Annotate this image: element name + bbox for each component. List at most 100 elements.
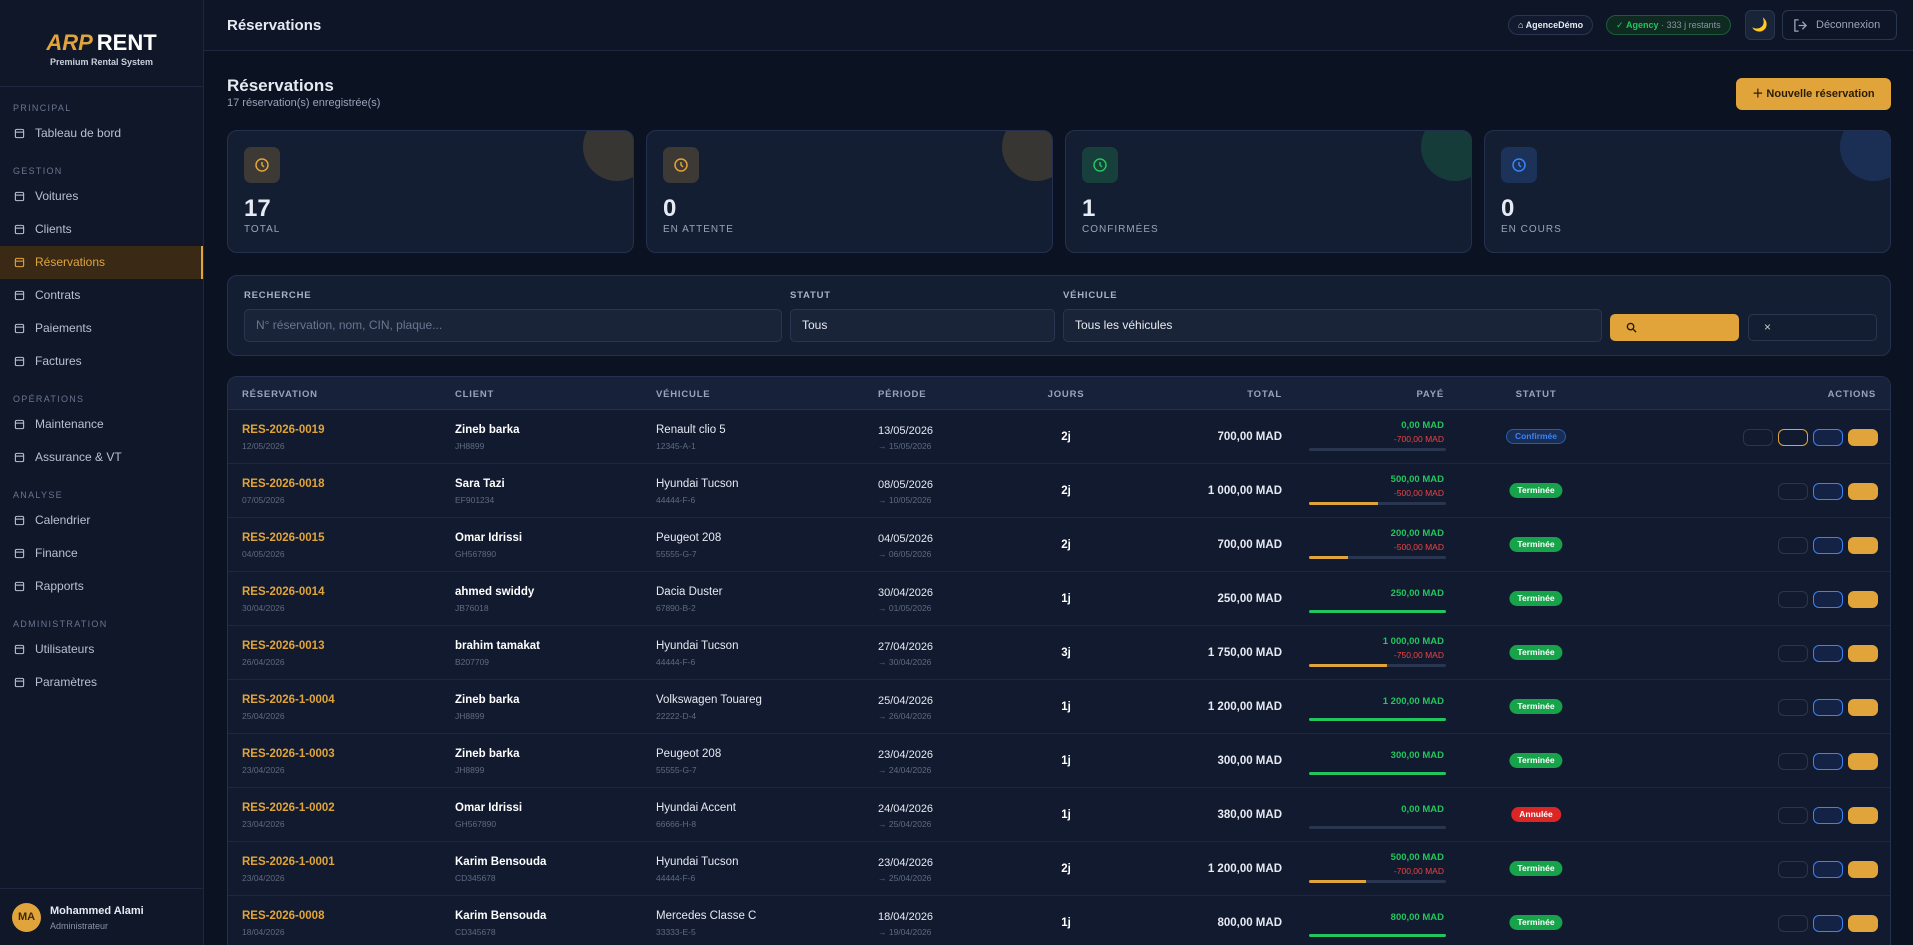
reservation-date: 30/04/2026: [242, 603, 285, 613]
stat-value: 0: [1501, 195, 1515, 222]
days: 1j: [1061, 755, 1071, 767]
plan: Agency: [1626, 20, 1659, 30]
stat-deco: [1840, 131, 1890, 181]
action-button[interactable]: [1848, 915, 1878, 932]
reservation-id: RES-2026-0019: [242, 424, 325, 436]
search-input[interactable]: N° réservation, nom, CIN, plaque...: [244, 309, 782, 342]
action-button[interactable]: [1778, 807, 1808, 824]
period-start: 08/05/2026: [878, 479, 934, 491]
action-button[interactable]: [1778, 483, 1808, 500]
action-button[interactable]: [1848, 429, 1878, 446]
status-select[interactable]: Tous: [790, 309, 1055, 342]
client-cin: GH567890: [455, 549, 497, 559]
reservation-date: 26/04/2026: [242, 657, 285, 667]
action-button[interactable]: [1848, 645, 1878, 662]
nav-item[interactable]: Utilisateurs: [0, 633, 203, 666]
vehicle-label: VÉHICULE: [1063, 290, 1118, 301]
reservation-id: RES-2026-1-0004: [242, 694, 335, 706]
action-button[interactable]: [1848, 591, 1878, 608]
nav-item[interactable]: Paramètres: [0, 666, 203, 699]
action-button[interactable]: [1778, 645, 1808, 662]
action-button[interactable]: [1813, 483, 1843, 500]
nav-item[interactable]: Assurance & VT: [0, 441, 203, 474]
theme-toggle[interactable]: 🌙: [1745, 10, 1775, 40]
client-name: ahmed swiddy: [455, 586, 535, 598]
nav-item[interactable]: Maintenance: [0, 408, 203, 441]
stat-value: 1: [1082, 195, 1096, 222]
action-button[interactable]: [1848, 861, 1878, 878]
action-button[interactable]: [1848, 753, 1878, 770]
table-row[interactable]: RES-2026-0014 30/04/2026 ahmed swiddy JB760…: [228, 572, 1890, 626]
clear-button[interactable]: ×: [1748, 314, 1877, 341]
reservation-id: RES-2026-0018: [242, 478, 325, 490]
stat-icon: [1082, 147, 1118, 183]
user-name: Mohammed Alami: [50, 905, 144, 917]
nav-item[interactable]: Tableau de bord: [0, 117, 203, 150]
nav-item[interactable]: Finance: [0, 537, 203, 570]
plate: 55555-G-7: [656, 549, 697, 559]
action-button[interactable]: [1813, 861, 1843, 878]
action-button[interactable]: [1813, 699, 1843, 716]
nav-item[interactable]: Clients: [0, 213, 203, 246]
nav-item[interactable]: Contrats: [0, 279, 203, 312]
payment-bar: [1309, 448, 1446, 451]
action-button[interactable]: [1778, 429, 1808, 446]
action-button[interactable]: [1778, 861, 1808, 878]
days: 3j: [1061, 647, 1071, 659]
action-button[interactable]: [1848, 807, 1878, 824]
table-row[interactable]: RES-2026-1-0002 23/04/2026 Omar Idrissi GH5…: [228, 788, 1890, 842]
payment-bar-fill: [1309, 718, 1446, 721]
nav-item[interactable]: Calendrier: [0, 504, 203, 537]
client-name: Omar Idrissi: [455, 802, 523, 814]
stat-icon: [244, 147, 280, 183]
stat-card: 1 CONFIRMÉES: [1065, 130, 1472, 253]
action-button[interactable]: [1743, 429, 1773, 446]
period-start: 18/04/2026: [878, 911, 934, 923]
nav-item[interactable]: Voitures: [0, 180, 203, 213]
action-button[interactable]: [1813, 537, 1843, 554]
column-header: JOURS: [1047, 389, 1085, 400]
total: 700,00 MAD: [1217, 539, 1282, 551]
nav-item[interactable]: Paiements: [0, 312, 203, 345]
period-end: → 26/04/2026: [878, 711, 932, 721]
action-button[interactable]: [1778, 699, 1808, 716]
vehicle-select[interactable]: Tous les véhicules: [1063, 309, 1602, 342]
stat-deco: [583, 131, 633, 181]
table-row[interactable]: RES-2026-1-0003 23/04/2026 Zineb barka JH88…: [228, 734, 1890, 788]
plate: 44444-F-6: [656, 495, 696, 505]
table-row[interactable]: RES-2026-0019 12/05/2026 Zineb barka JH8899…: [228, 410, 1890, 464]
table-row[interactable]: RES-2026-0015 04/05/2026 Omar Idrissi GH567…: [228, 518, 1890, 572]
action-button[interactable]: [1813, 915, 1843, 932]
action-button[interactable]: [1813, 645, 1843, 662]
search-button[interactable]: [1610, 314, 1739, 341]
table-row[interactable]: RES-2026-0008 18/04/2026 Karim Bensouda CD3…: [228, 896, 1890, 945]
nav-item[interactable]: Réservations: [0, 246, 203, 279]
table-row[interactable]: RES-2026-0018 07/05/2026 Sara Tazi EF901234…: [228, 464, 1890, 518]
user-panel[interactable]: MA Mohammed Alami Administrateur: [0, 888, 204, 945]
table-row[interactable]: RES-2026-1-0004 25/04/2026 Zineb barka JH88…: [228, 680, 1890, 734]
period-start: 23/04/2026: [878, 857, 934, 869]
action-button[interactable]: [1813, 807, 1843, 824]
action-button[interactable]: [1778, 591, 1808, 608]
nav-item[interactable]: Rapports: [0, 570, 203, 603]
payment-bar-fill: [1309, 664, 1388, 667]
action-button[interactable]: [1813, 591, 1843, 608]
nav-item[interactable]: Factures: [0, 345, 203, 378]
action-button[interactable]: [1778, 915, 1808, 932]
period-end: → 10/05/2026: [878, 495, 932, 505]
action-button[interactable]: [1778, 537, 1808, 554]
table-row[interactable]: RES-2026-0013 26/04/2026 brahim tamakat B20…: [228, 626, 1890, 680]
table-row[interactable]: RES-2026-1-0001 23/04/2026 Karim Bensouda C…: [228, 842, 1890, 896]
action-button[interactable]: [1813, 753, 1843, 770]
status-badge: Terminée: [1509, 915, 1563, 930]
new-reservation-button[interactable]: ＋ Nouvelle réservation: [1736, 78, 1891, 110]
main: Réservations ⌂ AgenceDémo ✓ Agency · 333…: [204, 0, 1913, 945]
action-button[interactable]: [1848, 483, 1878, 500]
action-button[interactable]: [1848, 537, 1878, 554]
period-end: → 24/04/2026: [878, 765, 932, 775]
action-button[interactable]: [1778, 753, 1808, 770]
action-button[interactable]: [1813, 429, 1843, 446]
reservation-date: 23/04/2026: [242, 819, 285, 829]
logout-button[interactable]: Déconnexion: [1782, 10, 1897, 40]
action-button[interactable]: [1848, 699, 1878, 716]
